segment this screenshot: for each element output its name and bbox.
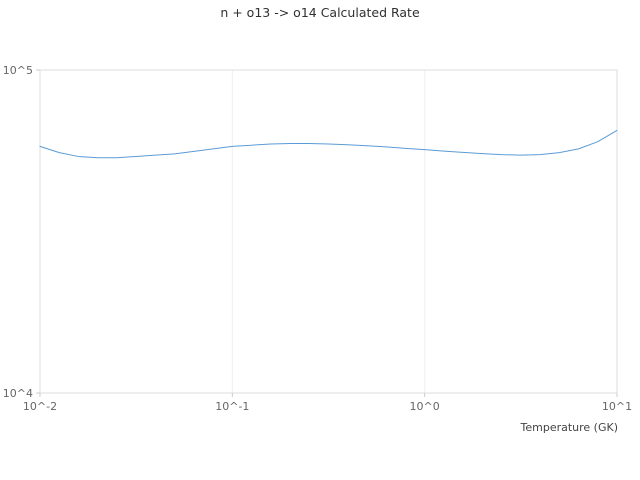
plot-frame — [39, 69, 618, 394]
x-tick-label: 10^-1 — [215, 400, 249, 413]
x-tick-label: 10^0 — [410, 400, 440, 413]
rate-line-series — [39, 129, 618, 159]
x-tick-label: 10^-2 — [23, 400, 57, 413]
x-tick-label: 10^1 — [602, 400, 632, 413]
y-tick-label: 10^4 — [3, 387, 33, 400]
y-tick-label: 10^5 — [3, 64, 33, 77]
chart-title: n + o13 -> o14 Calculated Rate — [220, 5, 420, 20]
x-axis-label: Temperature (GK) — [520, 421, 619, 434]
